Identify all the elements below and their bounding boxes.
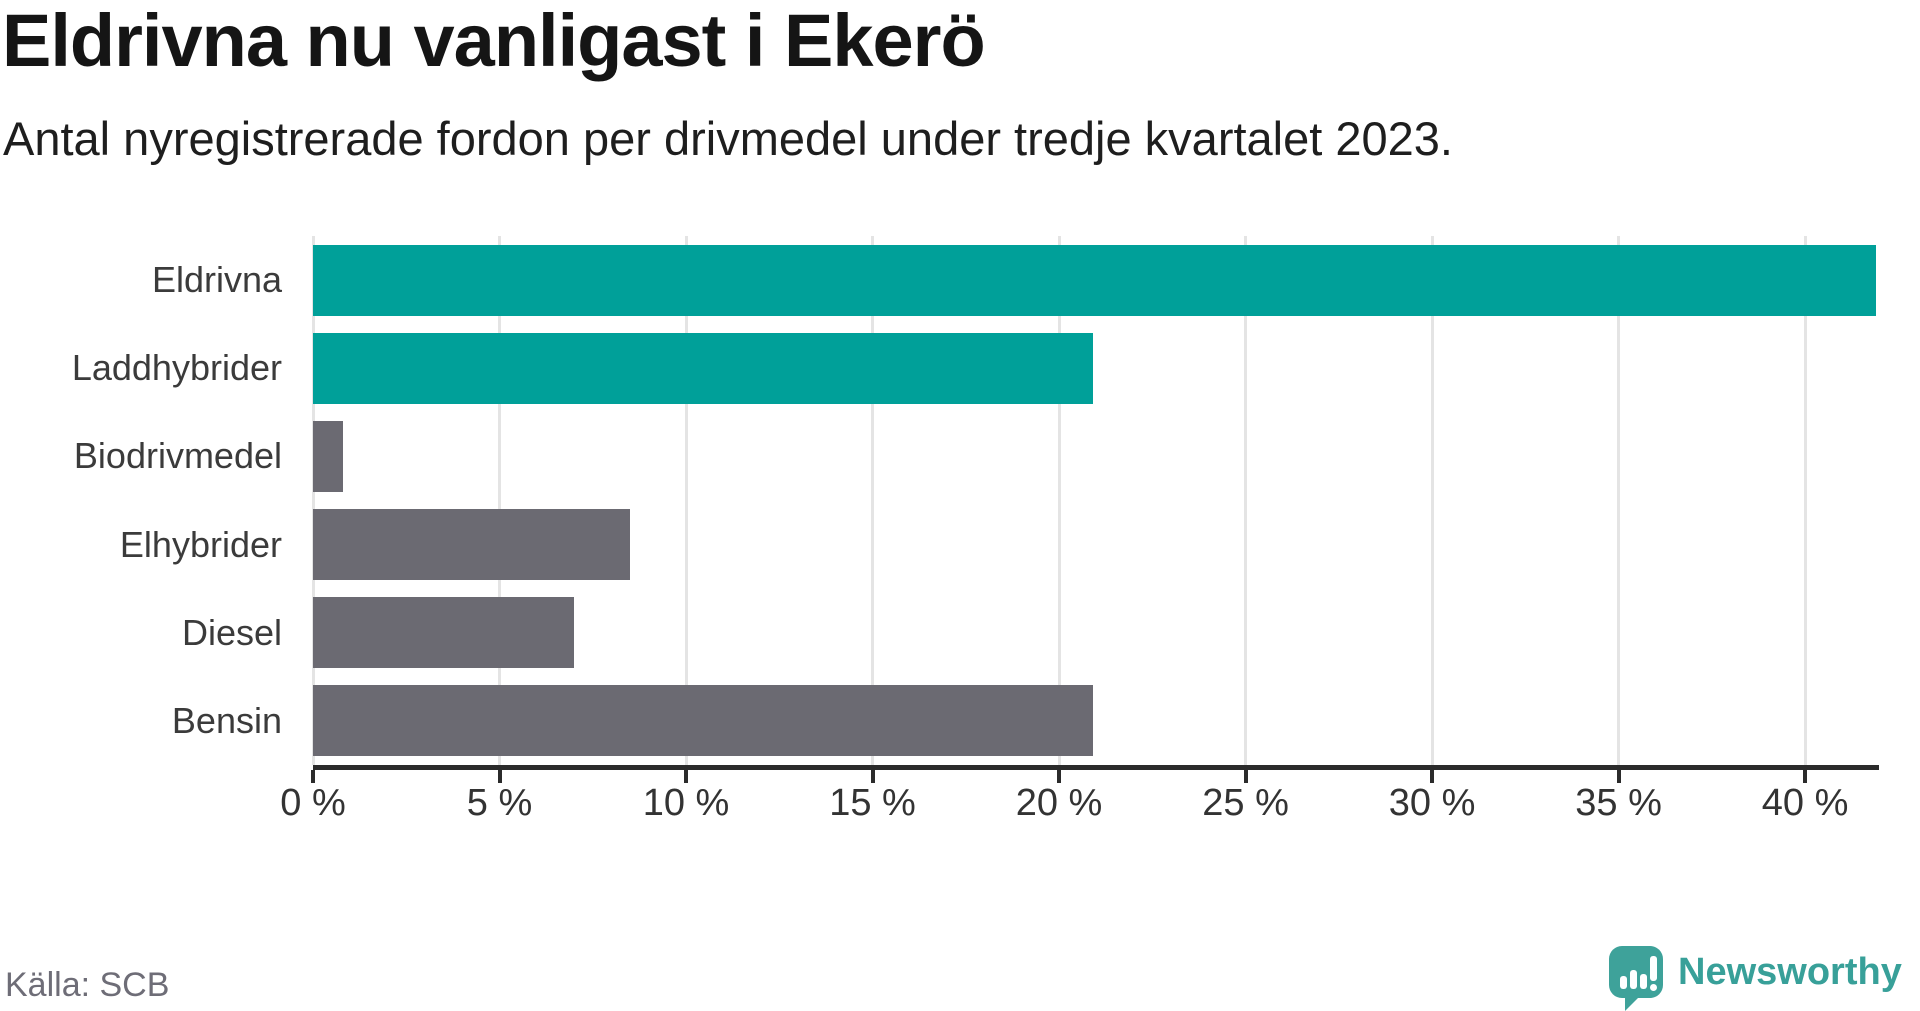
logo-bar-glyph-3 (1640, 974, 1647, 989)
category-label-laddhybrider: Laddhybrider (71, 347, 282, 389)
gridline-15 (871, 236, 875, 765)
logo-bar-glyph-2 (1630, 970, 1637, 989)
x-tick-label-5: 5 % (466, 782, 533, 824)
x-tick-15 (870, 770, 875, 783)
gridline-35 (1617, 236, 1621, 765)
x-axis-line (313, 765, 1879, 770)
category-label-eldrivna: Eldrivna (151, 259, 282, 301)
x-tick-label-20: 20 % (1015, 782, 1103, 824)
x-tick-20 (1057, 770, 1062, 783)
x-tick-label-0: 0 % (280, 782, 346, 824)
x-tick-label-25: 25 % (1202, 782, 1289, 824)
source-label: Källa: SCB (5, 966, 170, 1004)
gridline-25 (1244, 236, 1248, 765)
bar-diesel (313, 597, 575, 669)
x-tick-5 (497, 770, 502, 783)
gridline-0 (311, 236, 315, 765)
category-label-elhybrider: Elhybrider (119, 523, 282, 565)
x-tick-40 (1803, 770, 1808, 783)
logo-exclamation-bar (1650, 956, 1657, 981)
gridline-20 (1057, 236, 1061, 765)
category-label-bensin: Bensin (171, 699, 282, 741)
x-tick-10 (684, 770, 689, 783)
bar-bensin (313, 685, 1093, 757)
gridline-5 (498, 236, 501, 765)
gridline-30 (1430, 236, 1434, 765)
x-tick-25 (1243, 770, 1248, 783)
gridline-10 (684, 236, 688, 765)
x-tick-label-10: 10 % (642, 782, 730, 824)
bar-laddhybrider (313, 332, 1093, 404)
gridline-40 (1803, 236, 1807, 765)
category-label-diesel: Diesel (181, 611, 282, 653)
chart-title: Eldrivna nu vanligast i Ekerö (2, 0, 986, 82)
logo-bar-glyph-1 (1620, 976, 1627, 989)
x-tick-label-35: 35 % (1575, 782, 1662, 824)
category-label-biodrivmedel: Biodrivmedel (73, 435, 282, 477)
x-tick-label-30: 30 % (1388, 782, 1476, 824)
x-tick-label-15: 15 % (829, 782, 916, 824)
bar-elhybrider (313, 509, 631, 581)
x-tick-label-40: 40 % (1761, 782, 1849, 824)
bar-biodrivmedel (313, 420, 343, 492)
chart-subtitle: Antal nyregistrerade fordon per drivmede… (3, 112, 1453, 165)
x-tick-35 (1616, 770, 1621, 783)
newsworthy-bubble-icon (1609, 946, 1663, 998)
x-tick-0 (311, 770, 315, 783)
newsworthy-wordmark: Newsworthy (1678, 951, 1902, 993)
x-tick-30 (1430, 770, 1435, 783)
bar-eldrivna (313, 244, 1876, 316)
logo-bubble-tail-icon (1625, 994, 1642, 1011)
logo-exclamation-dot (1650, 984, 1657, 991)
